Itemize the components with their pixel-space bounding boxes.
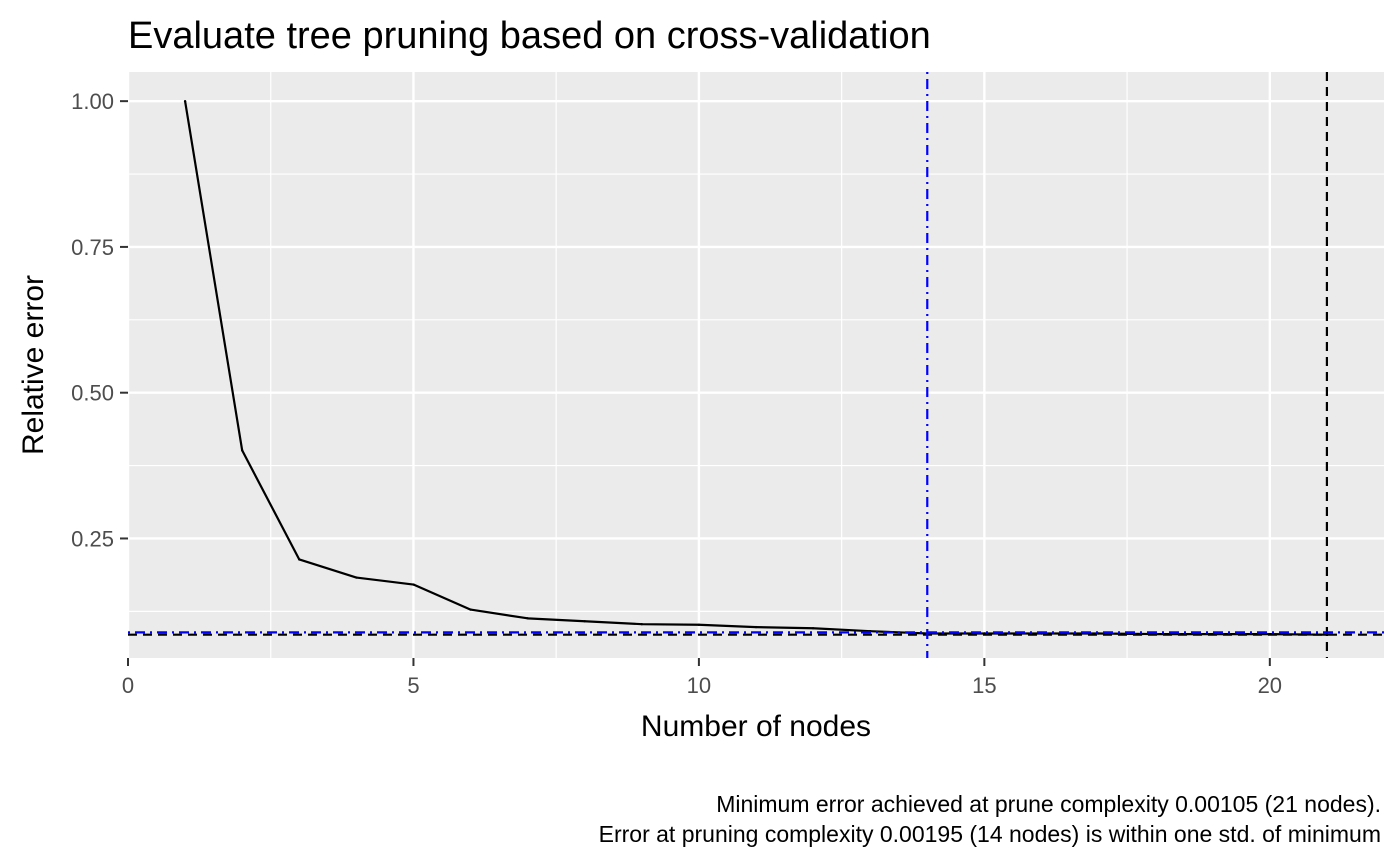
data-point [526, 617, 529, 620]
data-point [469, 608, 472, 611]
data-point [697, 623, 701, 626]
y-axis: 0.25 0.50 0.75 1.00 [71, 89, 128, 551]
major-gridlines [126, 72, 1384, 658]
y-tick-label: 1.00 [71, 89, 114, 114]
x-axis-title: Number of nodes [641, 710, 871, 743]
x-tick-label: 20 [1258, 673, 1282, 698]
chart-title: Evaluate tree pruning based on cross-val… [128, 15, 931, 57]
y-tick-label: 0.50 [71, 381, 114, 406]
x-tick-label: 5 [407, 673, 419, 698]
data-point [183, 99, 187, 103]
data-point [583, 620, 586, 623]
x-axis: 0 5 10 15 20 [122, 658, 1282, 698]
y-tick-label: 0.75 [71, 235, 114, 260]
data-point [412, 583, 415, 586]
y-tick-label: 0.25 [71, 526, 114, 551]
data-point [240, 449, 244, 452]
data-point [811, 627, 815, 630]
minor-gridlines [128, 72, 1384, 658]
caption-line-1: Minimum error achieved at prune complexi… [716, 791, 1381, 817]
data-point [640, 622, 644, 626]
data-point [355, 576, 358, 579]
x-tick-label: 15 [972, 673, 996, 698]
y-axis-title: Relative error [17, 275, 50, 455]
x-tick-label: 0 [122, 673, 134, 698]
caption-line-2: Error at pruning complexity 0.00195 (14 … [599, 821, 1381, 847]
data-point [754, 625, 758, 629]
x-tick-label: 10 [687, 673, 711, 698]
reference-lines [128, 72, 1384, 658]
plot-panel [128, 72, 1384, 658]
data-point [298, 558, 301, 561]
